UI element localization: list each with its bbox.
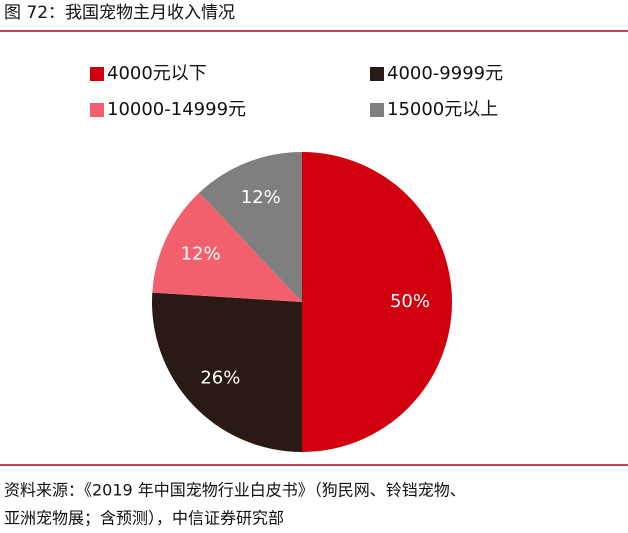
- legend-swatch: [370, 103, 384, 117]
- pie-slice: [152, 192, 302, 302]
- legend-label: 10000-14999元: [107, 99, 246, 120]
- source-text: 资料来源：《2019 年中国宠物行业白皮书》（狗民网、铃铛宠物、: [4, 481, 466, 500]
- data-label: 26%: [200, 368, 240, 389]
- data-label: 50%: [390, 291, 430, 312]
- legend-label: 4000-9999元: [387, 63, 503, 84]
- pie-slice: [199, 152, 302, 302]
- legend-label: 4000元以下: [107, 63, 207, 84]
- data-label: 12%: [181, 243, 221, 264]
- chart-title: 图 72：我国宠物主月收入情况: [4, 3, 235, 23]
- pie-slice: [302, 152, 452, 452]
- pie-slice: [152, 292, 302, 452]
- legend-label: 15000元以上: [387, 99, 498, 120]
- legend-swatch: [90, 103, 104, 117]
- source-text: 亚洲宠物展；含预测），中信证券研究部: [4, 509, 284, 528]
- legend-swatch: [370, 67, 384, 81]
- data-label: 12%: [241, 187, 281, 208]
- legend-swatch: [90, 67, 104, 81]
